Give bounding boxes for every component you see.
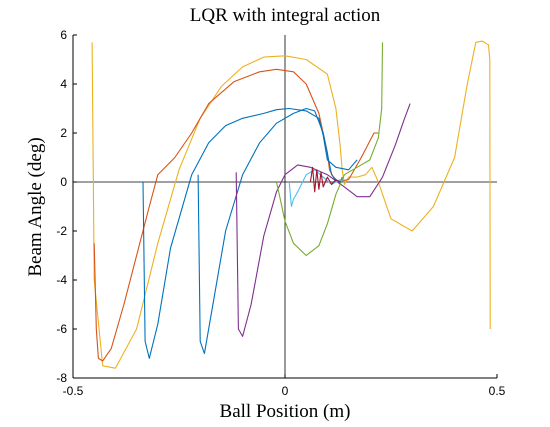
- plot-area: -0.5 0 0.5 -8 -6 -4 -2 0 2 4 6: [56, 28, 505, 398]
- y-tick-label: 4: [60, 77, 67, 91]
- series-line-4: [197, 107, 343, 355]
- zero-lines: [73, 35, 497, 378]
- y-tick-label: -6: [56, 322, 67, 336]
- x-axis-ticks: -0.5 0 0.5: [63, 374, 506, 398]
- series-layer: [91, 40, 491, 369]
- y-tick-label: 6: [60, 28, 67, 42]
- y-tick-label: 2: [60, 126, 67, 140]
- x-tick-label: -0.5: [63, 384, 84, 398]
- y-tick-label: -4: [56, 273, 67, 287]
- series-line-8: [309, 166, 341, 193]
- y-tick-label: -8: [56, 371, 67, 385]
- series-line-7: [288, 169, 345, 208]
- series-line-6: [275, 42, 384, 257]
- x-tick-label: 0: [282, 384, 289, 398]
- series-line-1: [91, 40, 491, 369]
- y-axis-ticks: -8 -6 -4 -2 0 2 4 6: [56, 28, 77, 385]
- series-line-3: [142, 107, 358, 359]
- y-tick-label: -2: [56, 224, 67, 238]
- y-axis-label: Beam Angle (deg): [25, 137, 46, 276]
- y-tick-label: 0: [60, 175, 67, 189]
- x-axis-label: Ball Position (m): [220, 401, 351, 422]
- series-line-5: [235, 103, 411, 337]
- x-tick-label: 0.5: [489, 384, 506, 398]
- chart-title: LQR with integral action: [190, 5, 381, 26]
